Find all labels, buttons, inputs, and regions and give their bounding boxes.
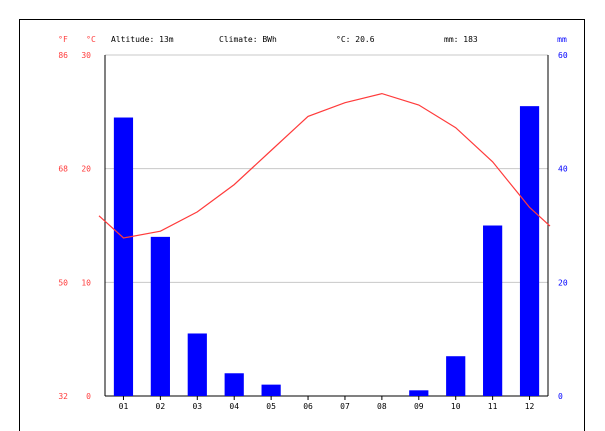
mm-tick-label: 0 (558, 392, 563, 401)
unit-mm: mm (557, 35, 567, 44)
precipitation-bar (187, 333, 207, 396)
x-tick-label: 12 (525, 402, 535, 411)
fahrenheit-tick-label: 68 (58, 165, 68, 174)
x-tick-label: 08 (377, 402, 387, 411)
fahrenheit-tick-label: 32 (58, 392, 68, 401)
x-tick-label: 04 (229, 402, 239, 411)
fahrenheit-tick-label: 50 (58, 278, 68, 287)
precipitation-bar (409, 390, 429, 396)
x-tick-label: 09 (414, 402, 424, 411)
unit-celsius: °C (86, 35, 96, 44)
x-tick-label: 07 (340, 402, 350, 411)
climate-label: Climate: BWh (219, 35, 277, 44)
celsius-tick-label: 20 (81, 165, 91, 174)
celsius-tick-label: 30 (81, 51, 91, 60)
x-tick-label: 03 (192, 402, 202, 411)
precipitation-bar (446, 356, 466, 396)
x-tick-label: 10 (451, 402, 461, 411)
precipitation-bar (261, 384, 281, 396)
temperature-line (98, 92, 551, 239)
mm-tick-label: 20 (558, 278, 568, 287)
precipitation-bar (150, 236, 170, 396)
chart-frame (19, 19, 585, 431)
precipitation-bar (519, 106, 540, 397)
x-tick-label: 06 (303, 402, 313, 411)
x-tick-label: 02 (156, 402, 166, 411)
mm-tick-label: 60 (558, 51, 568, 60)
mm-tick-label: 40 (558, 165, 568, 174)
x-tick-label: 05 (266, 402, 276, 411)
precipitation-total-label: mm: 183 (444, 35, 478, 44)
celsius-tick-label: 0 (86, 392, 91, 401)
x-tick-label: 01 (119, 402, 129, 411)
fahrenheit-tick-label: 86 (58, 51, 68, 60)
altitude-label: Altitude: 13m (111, 35, 174, 44)
precipitation-bar (113, 117, 134, 397)
average-temperature-label: °C: 20.6 (336, 35, 375, 44)
x-tick-label: 11 (488, 402, 498, 411)
precipitation-bar (224, 373, 244, 396)
celsius-tick-label: 10 (81, 278, 91, 287)
precipitation-bar (483, 225, 503, 396)
unit-fahrenheit: °F (58, 35, 68, 44)
